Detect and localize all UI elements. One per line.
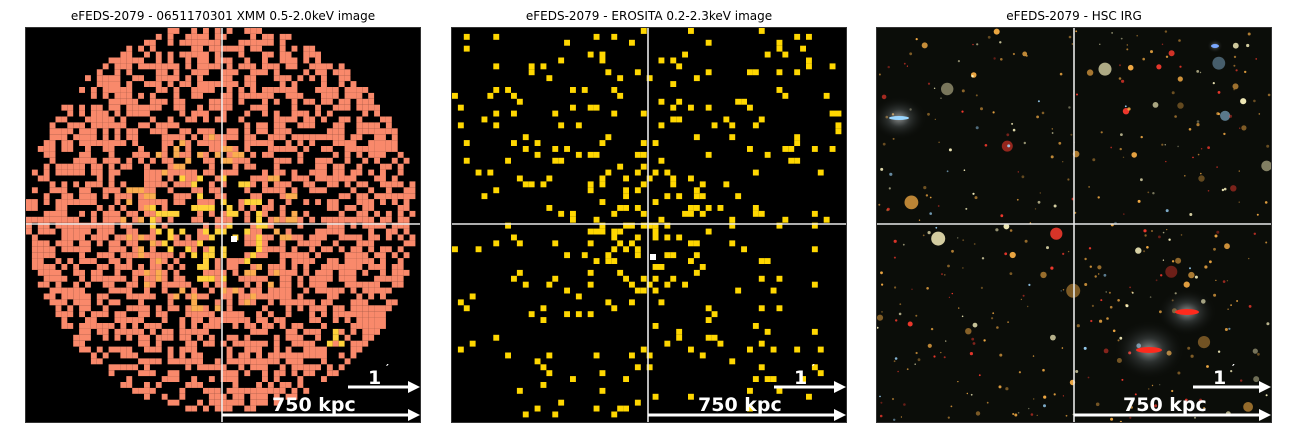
panel-erosita: eFEDS-2079 - EROSITA 0.2-2.3keV image 1 … [451,0,847,432]
xmm-image: 1 ′ 750 kpc [26,28,420,422]
scalebar-arcmin-unit: ′ [812,362,815,375]
image-frame-erosita: 1 ′ 750 kpc [451,27,847,423]
scalebar-kpc: 750 kpc [648,394,846,421]
scalebar-arcmin: 1 ′ [1193,362,1271,393]
scalebar-kpc: 750 kpc [1074,394,1271,421]
erosita-pixels [452,28,842,418]
scalebar-kpc: 750 kpc [222,394,420,421]
scalebar-arcmin-label: 1 [368,367,381,389]
image-frame-xmm: 1 ′ 750 kpc [25,27,421,423]
xmm-pixels [26,28,416,412]
scalebar-arcmin: 1 ′ [348,362,420,393]
scalebar-arcmin-unit: ′ [1232,362,1235,375]
scalebar-arcmin-label: 1 [794,367,807,389]
panel-title-erosita: eFEDS-2079 - EROSITA 0.2-2.3keV image [525,9,773,23]
scalebar-kpc-label: 750 kpc [272,394,356,416]
scalebar-kpc-label: 750 kpc [1123,394,1207,416]
hsc-image: 1 ′ 750 kpc [877,28,1271,422]
panel-title-xmm: eFEDS-2079 - 0651170301 XMM 0.5-2.0keV i… [70,9,376,23]
image-frame-hsc: 1 ′ 750 kpc [876,27,1272,423]
erosita-image: 1 ′ 750 kpc [452,28,846,422]
panel-hsc: eFEDS-2079 - HSC IRG [876,0,1272,432]
scalebar-arcmin: 1 ′ [774,362,846,393]
scalebar-kpc-label: 750 kpc [698,394,782,416]
panel-xmm: eFEDS-2079 - 0651170301 XMM 0.5-2.0keV i… [25,0,421,432]
scalebar-arcmin-label: 1 [1213,367,1226,389]
scalebar-arcmin-unit: ′ [386,362,389,375]
panel-title-hsc: eFEDS-2079 - HSC IRG [1006,9,1142,23]
